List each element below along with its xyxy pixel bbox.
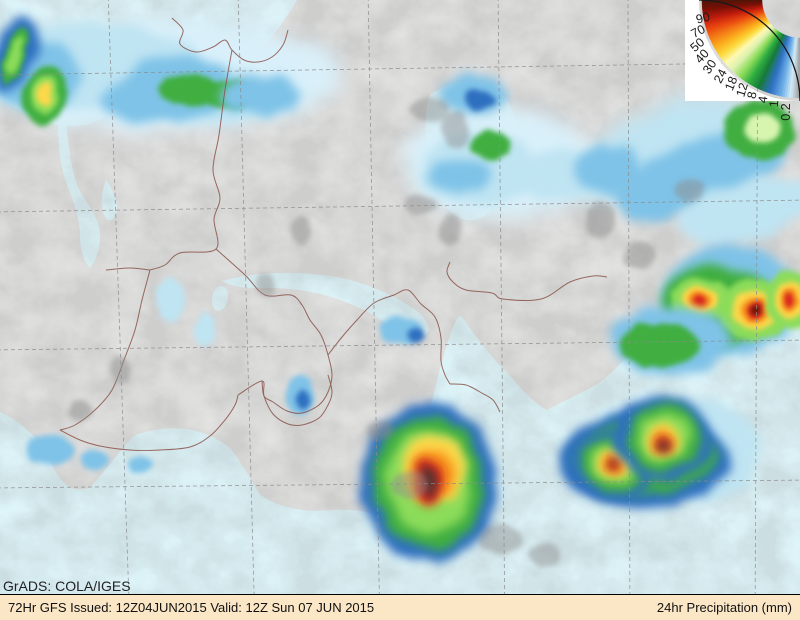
svg-text:GrADS: COLA/IGES: GrADS: COLA/IGES (3, 578, 131, 594)
svg-text:0.2: 0.2 (779, 103, 793, 120)
